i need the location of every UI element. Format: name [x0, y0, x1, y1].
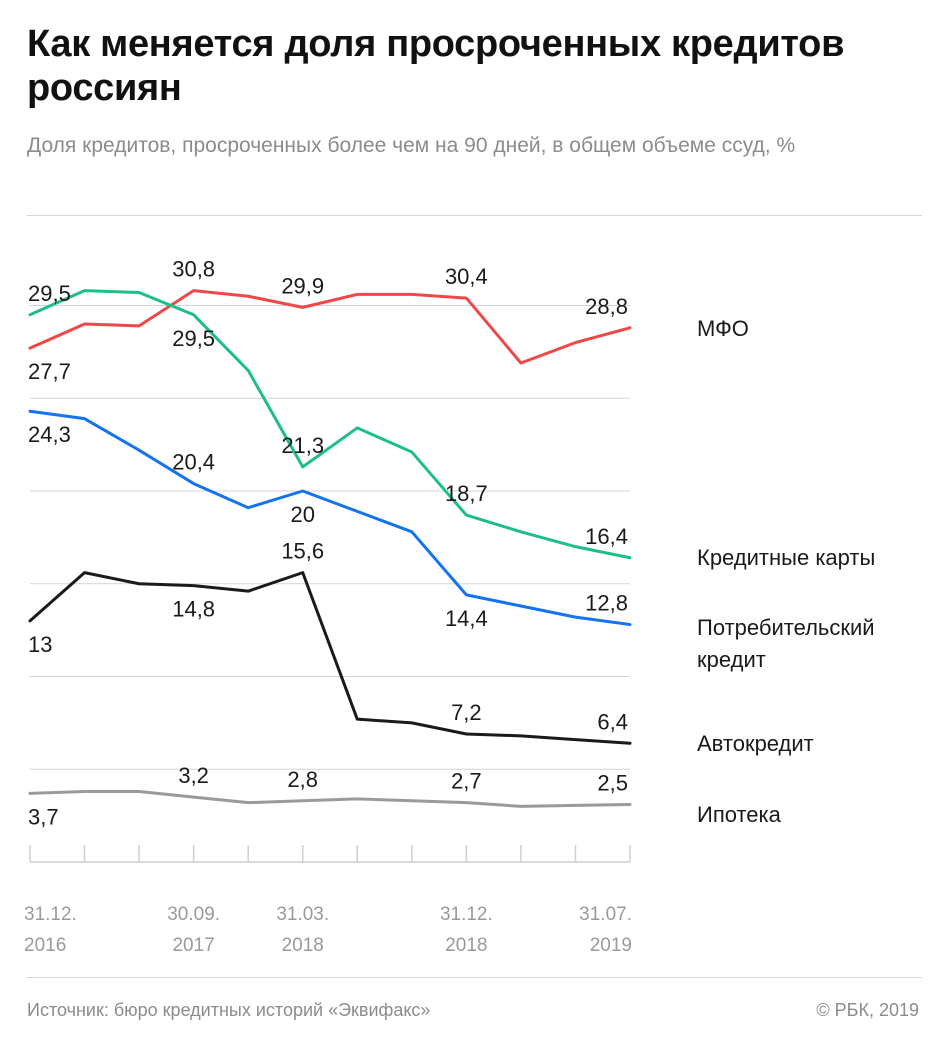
data-label: 2,5	[597, 770, 628, 795]
copyright: © РБК, 2019	[816, 1000, 919, 1020]
series-line-consumer	[28, 409, 632, 627]
chart-subtitle: Доля кредитов, просроченных более чем на…	[27, 134, 796, 157]
data-label: 2,7	[451, 769, 482, 794]
data-label: 28,8	[585, 294, 628, 319]
data-label: 15,6	[281, 539, 324, 564]
legend-label-consumer: Потребительский кредит	[697, 615, 875, 672]
data-label: 27,7	[28, 359, 71, 384]
x-tick-label: 30.09. 2017	[167, 904, 220, 956]
data-label: 20	[290, 502, 314, 527]
legend-label-auto: Автокредит	[697, 731, 814, 756]
series-line-cards	[28, 289, 632, 560]
source-note: Источник: бюро кредитных историй «Эквифа…	[27, 1000, 431, 1020]
data-label: 14,8	[172, 597, 215, 622]
data-label: 29,5	[172, 326, 215, 351]
bottom-divider	[27, 977, 922, 978]
legend-label-cards: Кредитные карты	[697, 545, 875, 570]
data-label: 24,3	[28, 422, 71, 447]
legend-label-mfo: МФО	[697, 316, 749, 341]
data-label: 6,4	[597, 709, 628, 734]
data-label: 3,7	[28, 804, 59, 829]
x-tick-label: 31.12. 2016	[24, 904, 77, 956]
data-label: 14,4	[445, 606, 488, 631]
x-tick-label: 31.03. 2018	[276, 904, 329, 956]
data-label: 12,8	[585, 591, 628, 616]
series-line-auto	[28, 571, 632, 745]
data-label: 20,4	[172, 450, 215, 475]
data-label: 29,5	[28, 281, 71, 306]
x-tick-label: 31.07. 2019	[579, 904, 632, 956]
legend-label-mortgage: Ипотека	[697, 802, 782, 827]
data-label: 30,8	[172, 257, 215, 282]
x-tick-label: 31.12. 2018	[440, 904, 493, 956]
top-divider	[27, 215, 922, 216]
data-label: 2,8	[287, 767, 318, 792]
data-label: 18,7	[445, 481, 488, 506]
chart-title: Как меняется доля просроченных кредитов …	[27, 23, 845, 109]
data-label: 13	[28, 632, 52, 657]
line-chart: 31.12. 2016 30.09. 2017 31.03. 2018 31.12. 2018…	[24, 257, 875, 956]
data-label: 21,3	[281, 433, 324, 458]
series-line-mortgage	[28, 790, 632, 808]
series-line-mfo	[28, 289, 632, 365]
data-label: 29,9	[281, 273, 324, 298]
data-label: 16,4	[585, 524, 628, 549]
data-label: 3,2	[178, 763, 209, 788]
data-label: 7,2	[451, 700, 482, 725]
data-label: 30,4	[445, 264, 488, 289]
